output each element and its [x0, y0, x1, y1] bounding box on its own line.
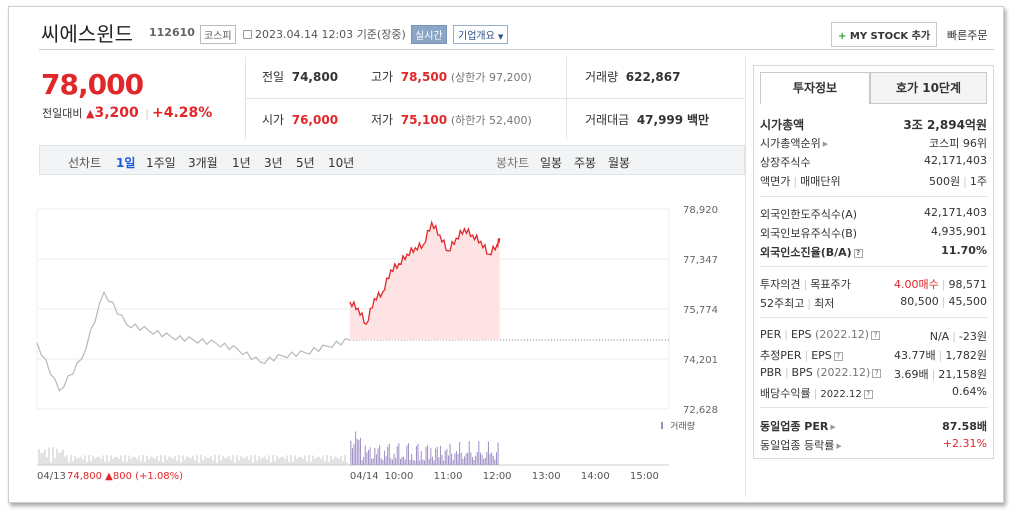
- mystock-add-button[interactable]: + MY STOCK 추가: [831, 22, 938, 47]
- y-tick-label: 77,347: [683, 255, 718, 266]
- x-tick-label: 12:00: [483, 471, 512, 482]
- change-percent: +4.28%: [151, 105, 213, 121]
- plus-icon: +: [838, 31, 847, 42]
- tab-3month[interactable]: 3개월: [188, 156, 218, 170]
- w52-row: 52주최고 | 최저 80,500 | 45,500: [760, 295, 987, 310]
- help-icon[interactable]: ?: [853, 249, 863, 258]
- prev-day-close: 74,800 ▲800 (+1.08%): [67, 471, 183, 482]
- foreign-hold-row: 외국인보유주식수(B) 4,935,901: [760, 225, 987, 240]
- price-chart[interactable]: 78,920 77,347 75,774 74,201 72,628 거래량 04/14 10…: [33, 197, 745, 487]
- line-chart-label: 선차트: [68, 156, 102, 170]
- x-tick-label: 15:00: [630, 471, 659, 482]
- tab-1week[interactable]: 1주일: [146, 156, 176, 170]
- dividend-row: 배당수익률 | 2022.12? 0.64%: [760, 385, 987, 400]
- help-icon[interactable]: ?: [833, 352, 843, 361]
- price-change-row: 전일대비 ▲3,200 | +4.28%: [42, 105, 213, 121]
- candle-chart-label: 봉차트: [496, 156, 530, 170]
- tab-10year[interactable]: 10년: [328, 156, 355, 170]
- industry-rate-row: 동일업종 등락률 ▶ +2.31%: [760, 437, 987, 452]
- market-cap-row: 시가총액 3조 2,894억원: [760, 118, 987, 132]
- chart-tab-bar: 선차트 1일 1주일 3개월 1년 3년 5년 10년 봉차트 일봉 주봉 월봉: [39, 145, 745, 175]
- low-price: 저가 75,100 (하한가 52,400): [371, 113, 532, 127]
- opinion-row: 투자의견 | 목표주가 4.00매수 | 98,571: [760, 278, 987, 291]
- change-label: 전일대비: [42, 107, 83, 120]
- x-tick-label: 13:00: [532, 471, 561, 482]
- prev-close: 전일 74,800: [262, 70, 339, 84]
- clock-icon: [243, 30, 252, 39]
- invest-info-panel: 투자정보 호가 10단계 시가총액 3조 2,894억원 시가총액순위 ▶ 코스피 9…: [753, 65, 994, 459]
- company-name[interactable]: 씨에스윈드: [41, 22, 133, 46]
- tab-invest-info[interactable]: 투자정보: [760, 72, 870, 104]
- tab-quote-10[interactable]: 호가 10단계: [870, 72, 987, 104]
- tab-weekly[interactable]: 주봉: [574, 156, 597, 170]
- up-triangle-icon: ▲: [85, 107, 95, 120]
- est-per-row: 추정PER | EPS? 43.77배 | 1,782원: [760, 349, 987, 362]
- tab-daily[interactable]: 일봉: [540, 156, 563, 170]
- volume-label: 거래량: [670, 420, 695, 432]
- current-price: 78,000: [41, 68, 144, 101]
- prev-day-date: 04/13: [37, 471, 66, 482]
- open-price: 시가 76,000: [262, 113, 339, 127]
- per-row: PER | EPS (2022.12)? N/A | -23원: [760, 328, 987, 343]
- prev-day-line: [36, 290, 350, 392]
- today-area: [349, 222, 500, 340]
- industry-per-row: 동일업종 PER ▶ 87.58배: [760, 420, 987, 433]
- high-price: 고가 78,500 (상한가 97,200): [371, 70, 532, 84]
- stock-widget: 씨에스윈드 112610 코스피 2023.04.14 12:03 기준(장중)…: [8, 6, 1004, 503]
- datetime-text: 2023.04.14 12:03 기준(장중): [243, 26, 406, 42]
- change-amount: 3,200: [94, 105, 139, 121]
- foreign-limit-row: 외국인한도주식수(A) 42,171,403: [760, 206, 987, 221]
- shares-row: 상장주식수 42,171,403: [760, 154, 987, 169]
- help-icon[interactable]: ?: [872, 369, 882, 378]
- chevron-down-icon: ▼: [498, 33, 504, 41]
- market-badge: 코스피: [200, 25, 236, 44]
- y-tick-label: 78,920: [683, 205, 718, 216]
- help-icon[interactable]: ?: [871, 331, 881, 340]
- y-tick-label: 75,774: [683, 305, 718, 316]
- y-tick-label: 74,201: [683, 355, 718, 366]
- tab-5year[interactable]: 5년: [296, 156, 315, 170]
- par-row: 액면가 | 매매단위 500원 | 1주: [760, 175, 987, 188]
- volume-legend-icon: [661, 422, 663, 429]
- tab-1year[interactable]: 1년: [232, 156, 251, 170]
- x-tick-label: 11:00: [434, 471, 463, 482]
- y-tick-label: 72,628: [683, 405, 718, 416]
- tab-3year[interactable]: 3년: [264, 156, 283, 170]
- stock-code: 112610: [149, 26, 195, 39]
- x-tick-label: 10:00: [385, 471, 414, 482]
- tab-1day[interactable]: 1일: [116, 156, 136, 170]
- today-line: [349, 220, 501, 325]
- company-info-button[interactable]: 기업개요 ▼: [453, 25, 509, 44]
- foreign-ratio-row: 외국인소진율(B/A)? 11.70%: [760, 244, 987, 259]
- quick-order-link[interactable]: 빠른주문: [947, 29, 988, 42]
- live-badge: 실시간: [411, 25, 447, 44]
- tab-monthly[interactable]: 월봉: [608, 156, 631, 170]
- cap-rank-row: 시가총액순위 ▶ 코스피 96위: [760, 137, 987, 150]
- help-icon[interactable]: ?: [863, 390, 873, 399]
- x-tick-label: 04/14: [350, 471, 379, 482]
- trade-amount: 거래대금 47,999 백만: [585, 113, 710, 127]
- pbr-row: PBR | BPS (2022.12)? 3.69배 | 21,158원: [760, 366, 987, 381]
- volume: 거래량 622,867: [585, 70, 681, 84]
- x-tick-label: 14:00: [581, 471, 610, 482]
